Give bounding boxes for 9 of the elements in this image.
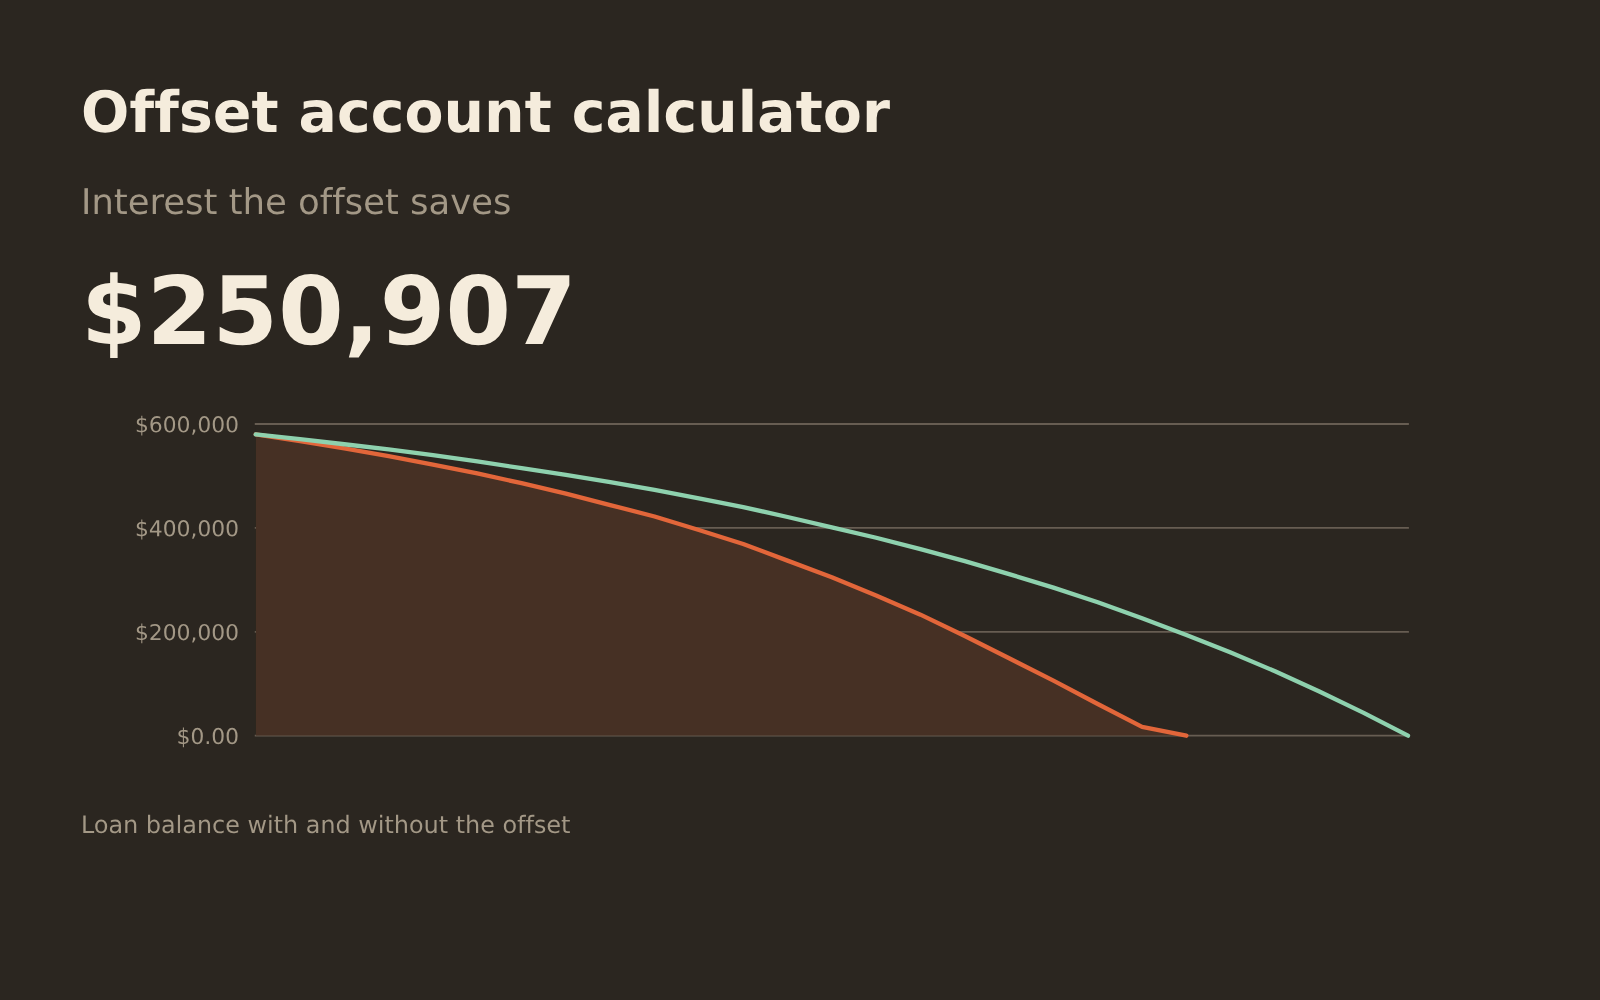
- chart-title: Offset account calculator: [83, 88, 890, 133]
- y-tick-label: $400,000: [136, 519, 238, 540]
- text: Loan balance with and without the offset: [83, 814, 570, 834]
- y-tick-label: $0.00: [178, 727, 238, 748]
- text: $250,907: [88, 272, 570, 358]
- line-series: [253, 432, 1411, 738]
- y-tick-label: $600,000: [136, 415, 238, 436]
- y-tick-label: $200,000: [136, 623, 238, 644]
- chart-subtitle: Interest the offset saves: [84, 187, 510, 215]
